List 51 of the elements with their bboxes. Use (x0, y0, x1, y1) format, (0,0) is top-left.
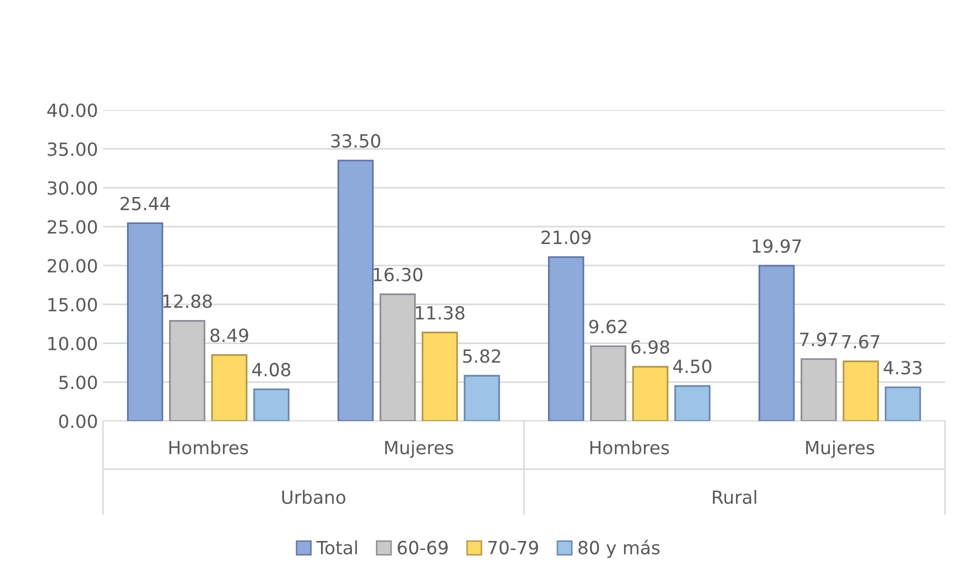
data-label: 4.08 (252, 362, 290, 376)
data-label: 11.38 (416, 306, 464, 320)
y-tick-label: 20.00 (48, 258, 97, 273)
data-label: 4.33 (884, 360, 922, 375)
y-tick-label: 5.00 (59, 376, 97, 390)
data-label: 5.82 (463, 349, 500, 363)
data-label: 16.30 (374, 268, 422, 282)
data-label: 8.49 (210, 328, 248, 342)
bar (758, 264, 795, 421)
bar (380, 293, 416, 421)
x-tick-label: Hombres (590, 440, 669, 454)
data-label: 7.97 (800, 332, 838, 346)
data-label: 21.09 (542, 230, 591, 244)
bar (253, 388, 290, 421)
bar (884, 386, 921, 421)
data-label: 12.88 (163, 294, 212, 308)
data-label: 7.67 (842, 334, 880, 349)
text: Rural (712, 490, 756, 504)
data-label: 25.44 (120, 196, 170, 210)
y-tick-label: 0.00 (59, 414, 97, 428)
bar (632, 366, 668, 421)
bar (548, 256, 584, 421)
bar (127, 222, 164, 421)
text: Urbano (282, 490, 346, 504)
bar (842, 360, 879, 421)
legend-label: 70-79 (488, 540, 538, 554)
data-label: 6.98 (631, 340, 670, 354)
bar (211, 354, 248, 421)
data-label: 19.97 (752, 239, 801, 253)
bar (169, 320, 206, 421)
x-tick-label: Hombres (169, 440, 248, 454)
legend-label: 80 y más (578, 540, 660, 558)
x-tick-label: Mujeres (385, 440, 454, 458)
bar (338, 160, 374, 421)
y-tick-label: 10.00 (48, 336, 97, 350)
legend-label: 60-69 (398, 540, 448, 554)
y-tick-label: 40.00 (47, 103, 97, 118)
bar (590, 345, 626, 421)
bar (422, 332, 458, 421)
y-tick-label: 30.00 (48, 181, 97, 195)
data-label: 33.50 (331, 134, 380, 148)
bar (800, 358, 837, 421)
bar (674, 385, 710, 421)
y-tick-label: 25.00 (48, 220, 97, 234)
data-label: 9.62 (589, 320, 626, 334)
x-tick-label: Mujeres (806, 440, 874, 458)
data-label: 4.50 (673, 360, 712, 374)
y-tick-label: 35.00 (48, 142, 97, 156)
y-tick-label: 15.00 (48, 298, 97, 312)
bar (464, 374, 500, 421)
legend-label: Total (316, 540, 357, 554)
